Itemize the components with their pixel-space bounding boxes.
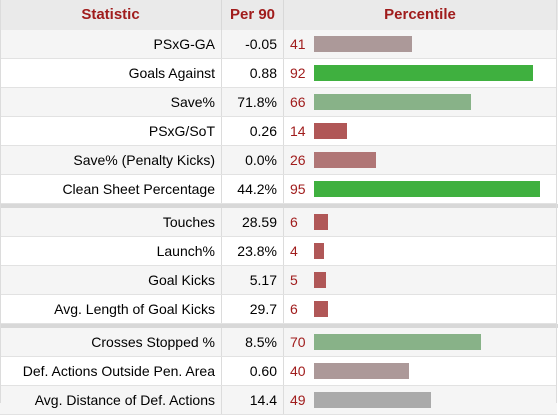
stat-name: PSxG/SoT bbox=[0, 117, 222, 145]
percentile-bar bbox=[314, 36, 412, 52]
stat-name: Touches bbox=[0, 208, 222, 236]
per90-value: 0.26 bbox=[222, 117, 284, 145]
percentile-value: 6 bbox=[290, 214, 298, 230]
percentile-bar bbox=[314, 214, 328, 230]
percentile-value: 6 bbox=[290, 301, 298, 317]
table-row: Avg. Length of Goal Kicks 29.7 6 bbox=[0, 295, 557, 324]
percentile-value: 5 bbox=[290, 272, 298, 288]
per90-value: 5.17 bbox=[222, 266, 284, 294]
percentile-value: 14 bbox=[290, 123, 306, 139]
percentile-cell: 70 bbox=[284, 328, 556, 356]
table-row: Crosses Stopped % 8.5% 70 bbox=[0, 328, 557, 357]
percentile-cell: 66 bbox=[284, 88, 556, 116]
percentile-value: 40 bbox=[290, 363, 306, 379]
table-header: Statistic Per 90 Percentile bbox=[0, 0, 558, 30]
per90-value: 71.8% bbox=[222, 88, 284, 116]
stat-name: Def. Actions Outside Pen. Area bbox=[0, 357, 222, 385]
percentile-value: 70 bbox=[290, 334, 306, 350]
percentile-bar bbox=[314, 243, 324, 259]
table-row: Touches 28.59 6 bbox=[0, 208, 557, 237]
percentile-cell: 92 bbox=[284, 59, 556, 87]
percentile-value: 92 bbox=[290, 65, 306, 81]
per90-value: 14.4 bbox=[222, 386, 284, 414]
stat-name: Goals Against bbox=[0, 59, 222, 87]
percentile-cell: 26 bbox=[284, 146, 556, 174]
per90-value: 44.2% bbox=[222, 175, 284, 203]
stat-name: PSxG-GA bbox=[0, 30, 222, 58]
column-header-percentile[interactable]: Percentile bbox=[384, 6, 456, 23]
percentile-cell: 95 bbox=[284, 175, 556, 203]
table-row: Avg. Distance of Def. Actions 14.4 49 bbox=[0, 386, 557, 415]
percentile-value: 66 bbox=[290, 94, 306, 110]
table-row: Goal Kicks 5.17 5 bbox=[0, 266, 557, 295]
percentile-cell: 40 bbox=[284, 357, 556, 385]
percentile-bar bbox=[314, 65, 533, 81]
percentile-cell: 6 bbox=[284, 295, 556, 323]
per90-value: 0.0% bbox=[222, 146, 284, 174]
percentile-bar bbox=[314, 301, 328, 317]
percentile-cell: 5 bbox=[284, 266, 556, 294]
percentile-bar bbox=[314, 181, 540, 197]
column-header-per90[interactable]: Per 90 bbox=[222, 0, 284, 30]
per90-value: 23.8% bbox=[222, 237, 284, 265]
per90-value: 29.7 bbox=[222, 295, 284, 323]
table-row: Save% 71.8% 66 bbox=[0, 88, 557, 117]
percentile-bar bbox=[314, 123, 347, 139]
table-row: PSxG-GA -0.05 41 bbox=[0, 30, 557, 59]
percentile-value: 41 bbox=[290, 36, 306, 52]
percentile-value: 4 bbox=[290, 243, 298, 259]
stat-name: Launch% bbox=[0, 237, 222, 265]
percentile-bar bbox=[314, 94, 471, 110]
stat-name: Avg. Distance of Def. Actions bbox=[0, 386, 222, 414]
table-row: Save% (Penalty Kicks) 0.0% 26 bbox=[0, 146, 557, 175]
percentile-bar bbox=[314, 152, 376, 168]
percentile-value: 49 bbox=[290, 392, 306, 408]
table-row: Def. Actions Outside Pen. Area 0.60 40 bbox=[0, 357, 557, 386]
per90-value: -0.05 bbox=[222, 30, 284, 58]
percentile-value: 95 bbox=[290, 181, 306, 197]
percentile-cell: 49 bbox=[284, 386, 556, 414]
group-separator bbox=[0, 324, 558, 328]
table-row: PSxG/SoT 0.26 14 bbox=[0, 117, 557, 146]
stat-name: Clean Sheet Percentage bbox=[0, 175, 222, 203]
percentile-cell: 4 bbox=[284, 237, 556, 265]
column-header-statistic[interactable]: Statistic bbox=[0, 0, 222, 30]
per90-value: 0.88 bbox=[222, 59, 284, 87]
per90-value: 0.60 bbox=[222, 357, 284, 385]
table-row: Clean Sheet Percentage 44.2% 95 bbox=[0, 175, 557, 204]
percentile-cell: 14 bbox=[284, 117, 556, 145]
table-row: Launch% 23.8% 4 bbox=[0, 237, 557, 266]
stat-name: Crosses Stopped % bbox=[0, 328, 222, 356]
stat-name: Save% (Penalty Kicks) bbox=[0, 146, 222, 174]
percentile-cell: 6 bbox=[284, 208, 556, 236]
percentile-bar bbox=[314, 392, 431, 408]
stat-name: Goal Kicks bbox=[0, 266, 222, 294]
per90-value: 8.5% bbox=[222, 328, 284, 356]
percentile-value: 26 bbox=[290, 152, 306, 168]
table-row: Goals Against 0.88 92 bbox=[0, 59, 557, 88]
percentile-bar bbox=[314, 363, 409, 379]
stat-name: Save% bbox=[0, 88, 222, 116]
percentile-bar bbox=[314, 334, 481, 350]
group-separator bbox=[0, 204, 558, 208]
percentile-bar bbox=[314, 272, 326, 288]
stat-name: Avg. Length of Goal Kicks bbox=[0, 295, 222, 323]
percentile-cell: 41 bbox=[284, 30, 556, 58]
per90-value: 28.59 bbox=[222, 208, 284, 236]
